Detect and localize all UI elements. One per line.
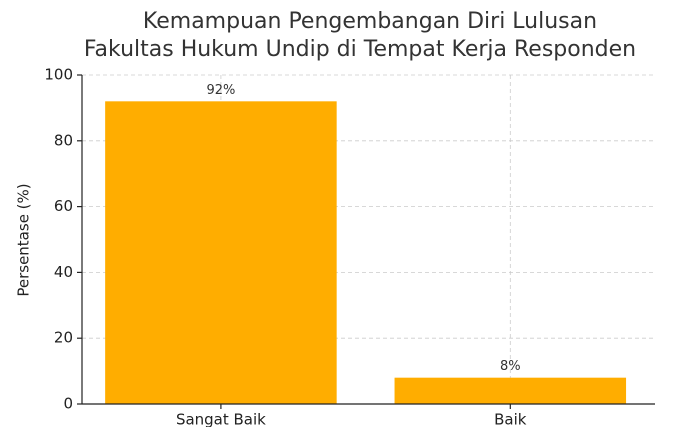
- y-tick-label: 40: [54, 263, 73, 281]
- chart-title: Kemampuan Pengembangan Diri Lulusan: [143, 9, 597, 34]
- x-tick-label: Baik: [494, 411, 527, 427]
- chart-title: Fakultas Hukum Undip di Tempat Kerja Res…: [84, 37, 636, 62]
- y-tick-label: 60: [54, 197, 73, 215]
- y-tick-label: 100: [44, 66, 73, 84]
- bar: [394, 377, 627, 404]
- value-label: 92%: [206, 83, 235, 98]
- y-tick-label: 80: [54, 131, 73, 149]
- y-tick-label: 20: [54, 329, 73, 347]
- y-tick-label: 0: [63, 395, 73, 413]
- value-label: 8%: [500, 359, 521, 374]
- x-tick-label: Sangat Baik: [176, 411, 266, 427]
- y-axis-label: Persentase (%): [15, 183, 33, 296]
- bar: [105, 101, 337, 404]
